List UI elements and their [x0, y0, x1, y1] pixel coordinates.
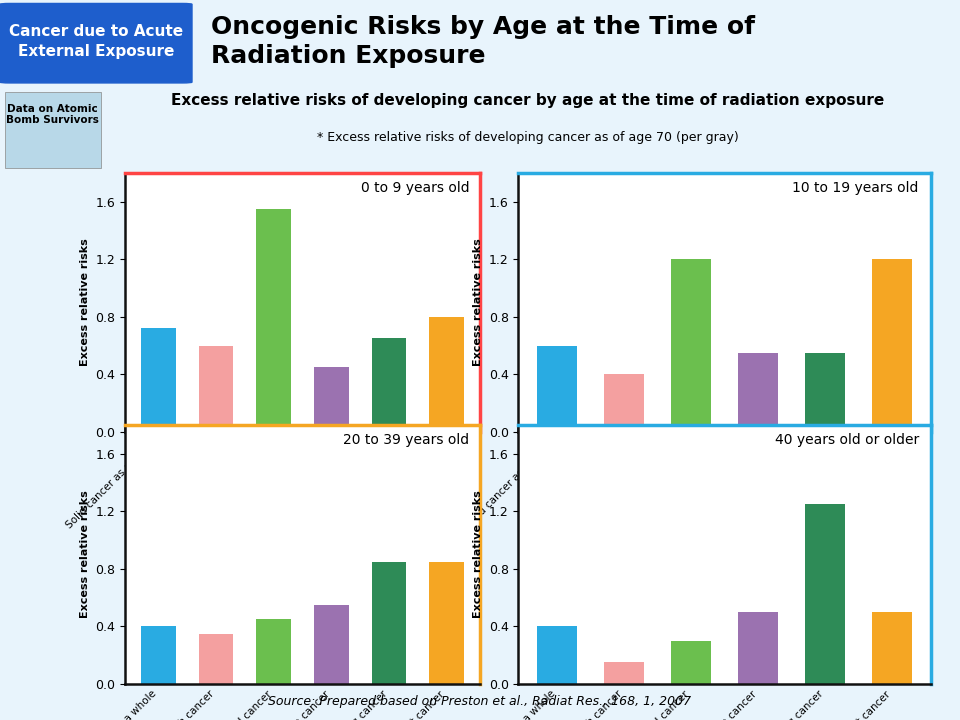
Bar — [199, 634, 233, 684]
Bar — [199, 346, 233, 432]
Bar — [805, 353, 846, 432]
Bar — [873, 259, 912, 432]
Text: Source: Prepared based on Preston et al., Radiat Res., 168, 1, 2007: Source: Prepared based on Preston et al.… — [269, 696, 691, 708]
Bar — [372, 562, 406, 684]
Bar — [671, 259, 711, 432]
Bar — [671, 641, 711, 684]
Text: Cancer due to Acute
External Exposure: Cancer due to Acute External Exposure — [9, 24, 183, 59]
Bar — [314, 367, 348, 432]
Bar — [604, 374, 644, 432]
Text: 10 to 19 years old: 10 to 19 years old — [792, 181, 919, 194]
Bar — [805, 504, 846, 684]
Y-axis label: Excess relative risks: Excess relative risks — [80, 238, 89, 366]
Bar — [5, 92, 101, 168]
Text: Excess relative risks of developing cancer by age at the time of radiation expos: Excess relative risks of developing canc… — [172, 94, 884, 108]
Bar — [256, 209, 291, 432]
Bar — [141, 626, 176, 684]
Bar — [141, 328, 176, 432]
Text: 0 to 9 years old: 0 to 9 years old — [361, 181, 469, 194]
Y-axis label: Excess relative risks: Excess relative risks — [473, 238, 483, 366]
Y-axis label: Excess relative risks: Excess relative risks — [80, 490, 89, 618]
Text: Oncogenic Risks by Age at the Time of
Radiation Exposure: Oncogenic Risks by Age at the Time of Ra… — [211, 14, 756, 68]
Bar — [314, 605, 348, 684]
Bar — [256, 619, 291, 684]
Bar — [429, 562, 464, 684]
Bar — [538, 346, 577, 432]
Bar — [429, 317, 464, 432]
Bar — [538, 626, 577, 684]
Text: Data on Atomic
Bomb Survivors: Data on Atomic Bomb Survivors — [7, 104, 99, 125]
Bar — [604, 662, 644, 684]
Bar — [873, 612, 912, 684]
Text: * Excess relative risks of developing cancer as of age 70 (per gray): * Excess relative risks of developing ca… — [317, 131, 739, 144]
Bar — [738, 612, 779, 684]
Y-axis label: Excess relative risks: Excess relative risks — [473, 490, 483, 618]
FancyBboxPatch shape — [0, 4, 192, 83]
Bar — [738, 353, 779, 432]
Text: 40 years old or older: 40 years old or older — [775, 433, 919, 446]
Bar — [372, 338, 406, 432]
Text: 20 to 39 years old: 20 to 39 years old — [344, 433, 469, 446]
